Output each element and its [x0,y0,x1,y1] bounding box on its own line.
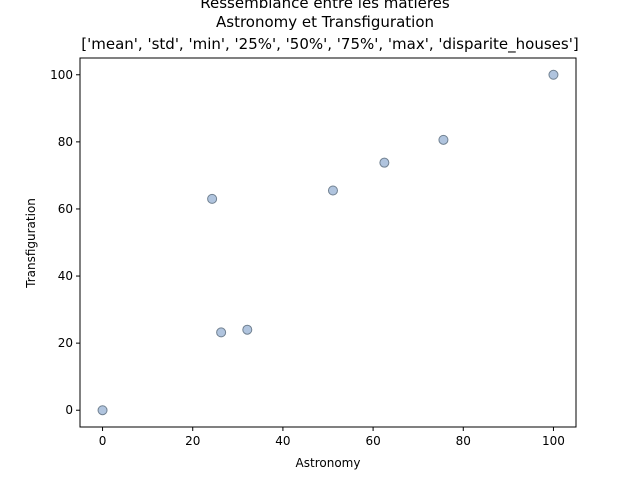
x-tick-label-0: 0 [99,434,107,448]
x-axis-label: Astronomy [296,456,361,470]
chart-title-line-3: ['mean', 'std', 'min', '25%', '50%', '75… [81,35,578,54]
x-tick-label-2: 40 [275,434,290,448]
y-tick-label-4: 80 [58,135,73,149]
y-axis-label: Transfiguration [24,198,38,289]
y-tick-label-1: 20 [58,336,73,350]
y-tick-label-2: 40 [58,269,73,283]
data-point-3 [242,324,253,335]
data-point-4 [327,185,338,196]
y-tick-label-5: 100 [50,68,73,82]
data-point-0 [97,405,108,416]
chart-title-line-1: Ressemblance entre les matieres [200,0,450,12]
x-tick-label-5: 100 [542,434,565,448]
points-layer [97,69,559,416]
data-point-6 [438,134,449,145]
data-point-1 [207,193,218,204]
ticks-layer: 0 20 40 60 80 100 0 20 40 60 80 100 [50,68,565,448]
data-point-2 [216,327,227,338]
y-tick-label-3: 60 [58,202,73,216]
x-tick-label-1: 20 [185,434,200,448]
plot-frame [79,57,577,428]
x-tick-label-3: 60 [365,434,380,448]
x-tick-label-4: 80 [456,434,471,448]
chart-title-line-2: Astronomy et Transfiguration [216,13,434,31]
data-point-7 [548,69,559,80]
y-tick-label-0: 0 [65,403,73,417]
data-point-5 [379,157,390,168]
